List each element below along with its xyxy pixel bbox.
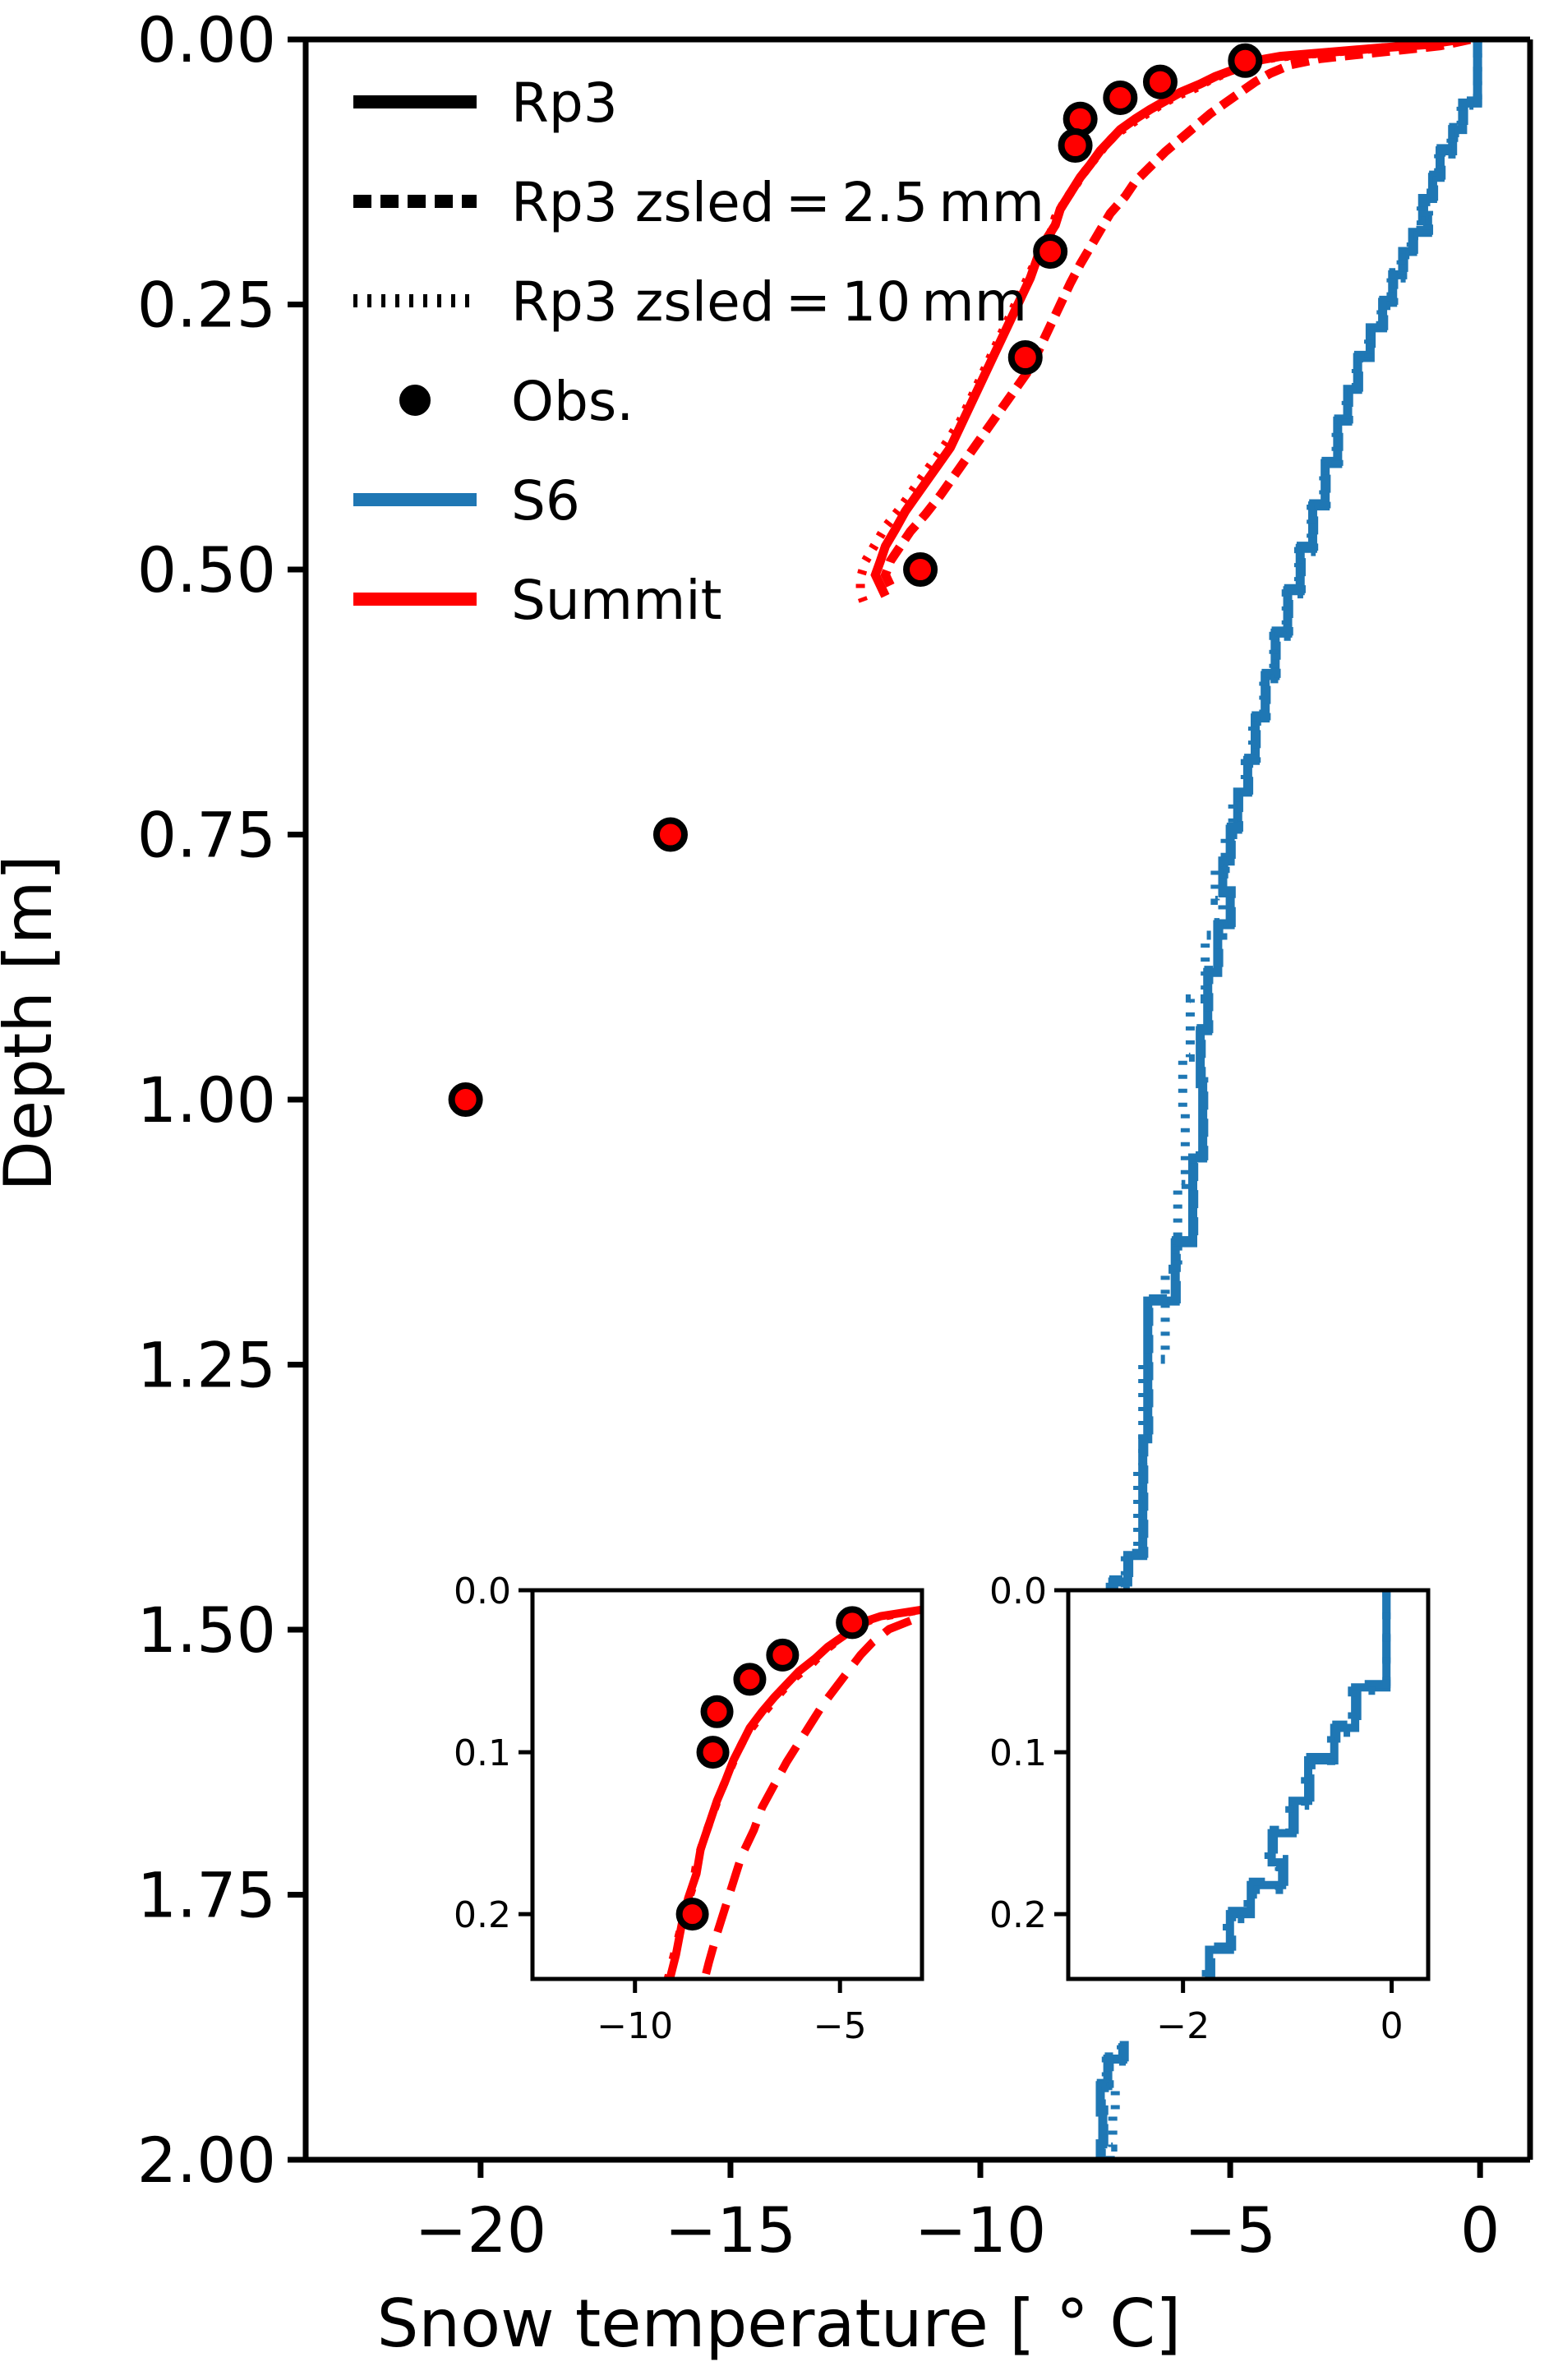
inset-y-tick-label: 0.1 <box>454 1732 511 1774</box>
legend-label: Summit <box>511 569 722 632</box>
inset-background <box>1068 1590 1428 1979</box>
main-axes-frame <box>302 36 1533 2163</box>
series-line-summit-rp3-zsled-2-5mm <box>880 39 1472 588</box>
series-line-s6-deep-rp3-zsled-10mm <box>1101 2045 1127 2160</box>
observation-point <box>652 817 688 852</box>
y-tick-label: 1.75 <box>137 1859 276 1932</box>
series-line-s6-rp3-zsled-10mm <box>1105 39 1482 1600</box>
legend-entry: Rp3 zsled = 10 mm <box>353 270 1027 334</box>
x-tick-label: −5 <box>1184 2193 1276 2267</box>
legend-marker-icon <box>399 385 431 416</box>
observation-point <box>448 1082 483 1117</box>
inset-axes-summit: −10 −5 0.0 0.1 0.2 <box>454 1571 924 2047</box>
observation-point <box>1228 43 1263 78</box>
series-line-summit-rp3-zsled-10mm <box>855 39 1456 609</box>
inset-y-tick-label: 0.1 <box>989 1732 1047 1774</box>
inset-y-tick-label: 0.0 <box>989 1571 1047 1612</box>
x-axis-label: Snow temperature [ ° C] <box>377 2285 1182 2362</box>
series-line-s6-deep-rp3-zsled-2-5mm <box>1096 2041 1129 2160</box>
x-tick-label: −10 <box>915 2193 1046 2267</box>
inset-axes-layer: −10 −5 0.0 0.1 0.2 −2 0 0.0 0.1 0.2 <box>454 1571 1431 2047</box>
inset-x-tick-label: −10 <box>597 2005 673 2047</box>
inset-y-tick-label: 0.2 <box>989 1894 1047 1936</box>
inset-series-line <box>700 1613 922 1979</box>
y-tick-label: 0.50 <box>137 533 276 607</box>
legend-entry: Rp3 zsled = 2.5 mm <box>353 171 1044 234</box>
x-tick-label: −20 <box>415 2193 546 2267</box>
series-line-s6-deep-rp3 <box>1095 2043 1127 2160</box>
main-axis-layer <box>288 36 1533 2178</box>
inset-observation-point <box>766 1638 800 1672</box>
main-tick-labels: −20 −15 −10 −5 00.000.250.500.751.001.251.50… <box>137 3 1500 2267</box>
series-line-summit-rp3 <box>870 39 1461 598</box>
inset-series-line <box>1206 1590 1391 1979</box>
legend: Rp3 Rp3 zsled = 2.5 mm Rp3 zsled = 10 mm Ob… <box>353 71 1044 632</box>
inset-observation-point <box>675 1898 709 1931</box>
inset-observation-point <box>696 1736 730 1769</box>
y-tick-label: 2.00 <box>137 2124 276 2197</box>
observation-point <box>1142 64 1178 99</box>
observation-point <box>1103 80 1138 115</box>
y-tick-label: 0.75 <box>137 799 276 872</box>
x-tick-label: −15 <box>665 2193 796 2267</box>
inset-x-tick-label: −5 <box>814 2005 867 2047</box>
legend-label: Rp3 zsled = 2.5 mm <box>511 171 1044 234</box>
inset-observation-point <box>700 1695 734 1728</box>
series-line-s6-rp3 <box>1108 39 1482 1598</box>
inset-axes-s6: −2 0 0.0 0.1 0.2 <box>989 1571 1431 2047</box>
inset-y-tick-label: 0.2 <box>454 1894 511 1936</box>
inset-x-tick-label: −2 <box>1156 2005 1210 2047</box>
y-tick-label: 1.00 <box>137 1063 276 1137</box>
main-series-layer <box>855 39 1482 2160</box>
y-tick-label: 0.25 <box>137 269 276 342</box>
series-line-s6-rp3-zsled-2-5mm <box>1109 39 1482 1596</box>
legend-label: Rp3 <box>511 71 618 135</box>
observation-point <box>1058 128 1093 163</box>
legend-label: Obs. <box>511 370 634 433</box>
y-axis-label: Depth [m] <box>0 855 67 1191</box>
inset-series-line <box>663 1605 922 1979</box>
y-tick-label: 0.00 <box>137 3 276 76</box>
inset-observation-point <box>836 1606 869 1640</box>
legend-label: Rp3 zsled = 10 mm <box>511 270 1027 334</box>
y-tick-label: 1.50 <box>137 1594 276 1667</box>
observation-point <box>903 552 938 587</box>
y-tick-label: 1.25 <box>137 1329 276 1402</box>
inset-frame <box>1066 1588 1431 1981</box>
inset-y-tick-label: 0.0 <box>454 1571 511 1612</box>
inset-x-tick-label: 0 <box>1381 2005 1404 2047</box>
legend-entry: S6 <box>353 469 580 533</box>
legend-label: S6 <box>511 469 580 533</box>
legend-entry: Summit <box>353 569 722 632</box>
legend-entry: Obs. <box>399 370 634 433</box>
inset-observation-point <box>733 1663 767 1696</box>
observation-point <box>1033 234 1068 269</box>
observation-markers-layer <box>448 43 1263 1117</box>
legend-entry: Rp3 <box>353 71 618 135</box>
x-tick-label: 0 <box>1460 2193 1500 2267</box>
observation-point <box>1007 340 1043 375</box>
observation-point <box>1062 101 1098 136</box>
inset-series-line <box>1201 1590 1391 1979</box>
inset-frame <box>530 1588 924 1981</box>
